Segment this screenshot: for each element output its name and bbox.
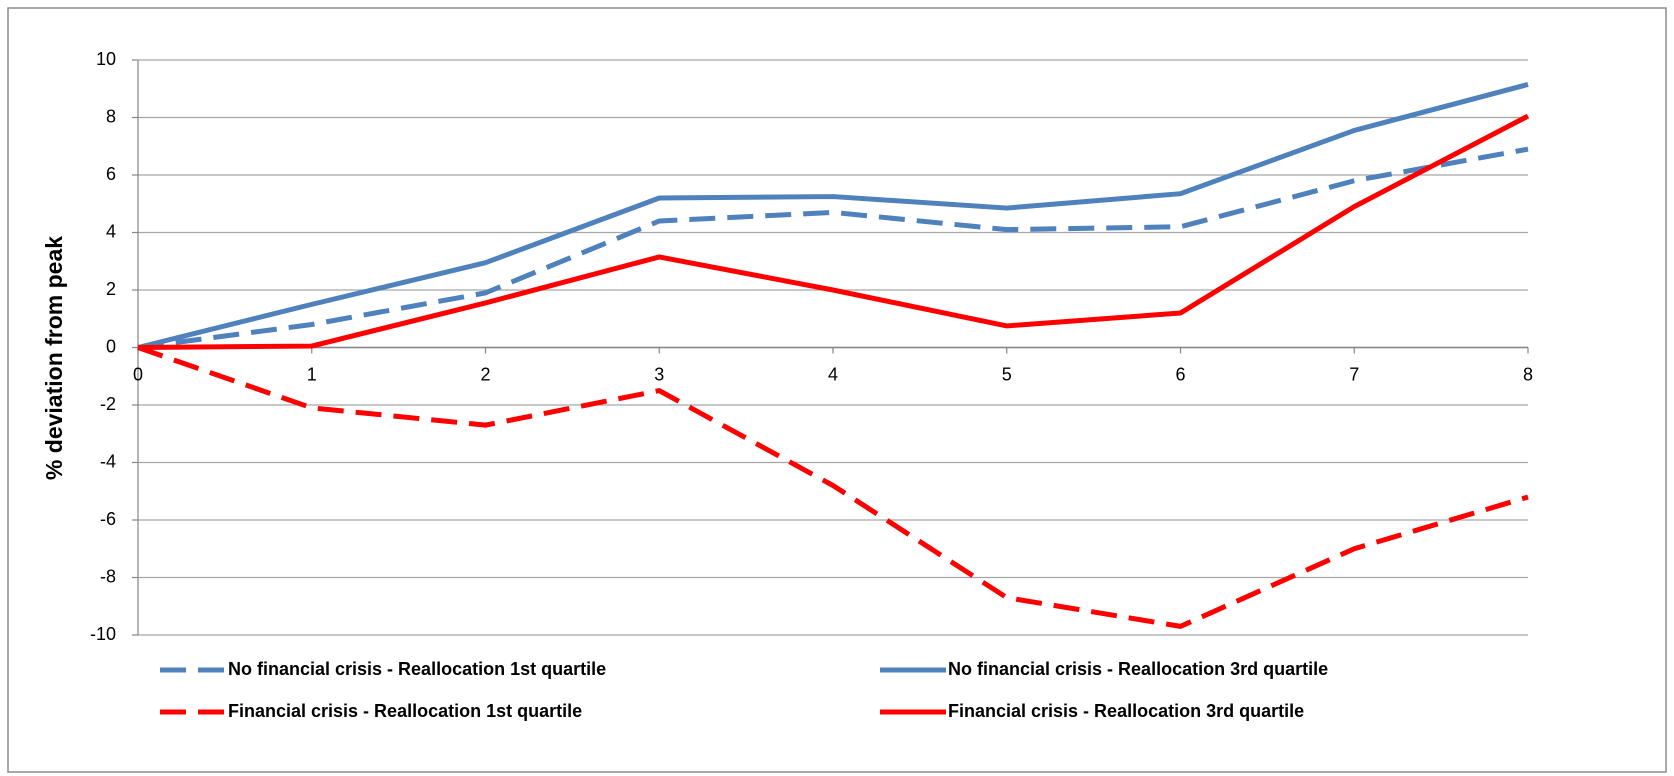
legend-label: No financial crisis - Reallocation 1st q… [228,659,606,679]
y-tick-label: 6 [106,164,116,184]
series-line [137,345,1529,629]
y-tick-label: 10 [96,49,116,69]
x-tick-label: 8 [1523,364,1533,384]
legend-label: No financial crisis - Reallocation 3rd q… [948,659,1328,679]
series-line [137,113,1530,350]
x-tick-label: 2 [480,364,490,384]
series-line [137,82,1529,350]
legend-label: Financial crisis - Reallocation 3rd quar… [948,701,1304,721]
x-tick-label: 6 [1175,364,1185,384]
y-tick-label: 8 [106,106,116,126]
y-tick-label: 0 [106,336,116,356]
y-tick-label: -2 [100,394,116,414]
y-axis-label: % deviation from peak [41,236,67,480]
x-tick-label: 4 [828,364,838,384]
y-tick-label: 4 [106,221,116,241]
x-tick-label: 0 [133,364,143,384]
y-tick-label: -4 [100,451,116,471]
y-tick-label: -6 [100,509,116,529]
x-tick-label: 7 [1349,364,1359,384]
y-tick-label: -10 [90,624,116,644]
legend-label: Financial crisis - Reallocation 1st quar… [228,701,582,721]
chart-frame [7,7,1667,773]
y-tick-label: 2 [106,279,116,299]
y-tick-label: -8 [100,566,116,586]
x-tick-label: 3 [654,364,664,384]
x-tick-label: 1 [307,364,317,384]
x-tick-label: 5 [1002,364,1012,384]
series-line [137,146,1529,350]
